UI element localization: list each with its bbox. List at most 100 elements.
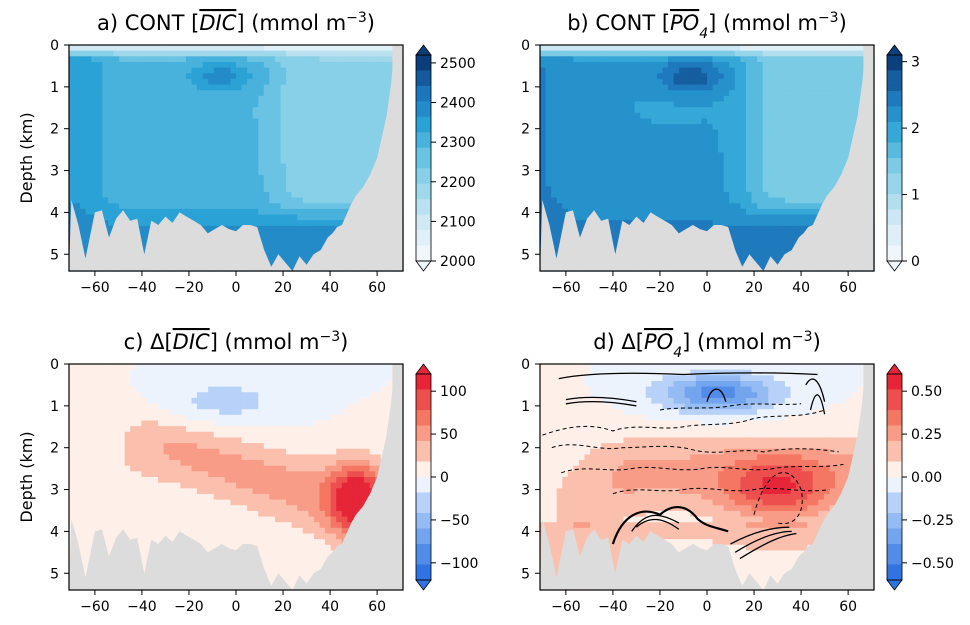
field-cell [152,214,159,221]
field-cell [107,78,115,86]
field-cell [673,208,680,216]
field-cell [606,163,613,170]
field-cell [202,146,209,153]
field-cell [712,180,719,187]
colorbar-frame [415,54,432,262]
field-cell [757,118,764,125]
field-cell [91,163,98,170]
field-cell [773,259,780,266]
field-cell [556,107,563,114]
field-cell [757,124,764,131]
field-cell [768,112,775,120]
field-cell [734,90,741,97]
field-cell [768,169,775,176]
field-cell [102,180,109,187]
field-cell [718,220,725,227]
field-cell [823,61,831,69]
field-cell [113,197,120,204]
field-cell [336,180,343,187]
field-cell [640,129,647,136]
field-cell [612,174,619,182]
field-cell [590,101,597,108]
field-cell [668,152,675,159]
colorbar-segment [416,142,431,149]
field-cell [606,90,613,97]
field-cell [645,135,652,142]
field-cell [545,84,552,91]
field-cell [812,141,819,148]
field-cell [818,67,825,74]
field-cell [358,180,365,187]
colorbar-tick-label: 2300 [440,135,476,151]
field-cell [651,78,658,86]
field-cell [829,152,836,159]
field-cell [191,174,198,182]
field-cell [280,203,287,210]
field-cell [846,112,853,120]
field-cell [330,73,337,80]
field-cell [690,203,697,210]
field-cell [69,197,76,204]
field-cell [629,129,636,136]
field-cell [274,84,282,91]
field-cell [269,84,276,91]
field-cell [241,61,248,69]
field-cell [302,112,309,120]
field-cell [784,220,792,227]
field-cell [640,101,647,108]
field-cell [790,129,797,136]
field-cell [740,101,747,108]
field-cell [358,107,365,114]
field-cell [91,208,98,216]
field-cell [185,203,193,210]
field-cell [336,208,343,216]
field-cell [812,61,819,69]
field-cell [723,191,730,199]
field-cell [690,84,697,91]
field-cell [695,146,703,153]
field-cell [236,197,243,204]
field-cell [91,90,98,97]
field-cell [857,50,864,57]
field-cell [540,186,547,193]
field-cell [102,95,109,103]
field-cell [219,118,226,125]
field-cell [302,237,309,244]
field-cell [252,208,259,216]
field-cell [224,50,232,57]
field-cell [236,50,243,57]
field-cell [612,152,619,159]
field-cell [308,67,315,74]
colorbar-segment [887,111,902,118]
field-cell [612,225,619,233]
field-cell [163,169,170,176]
field-cell [623,158,630,165]
field-cell [347,169,354,176]
field-cell [656,169,664,176]
field-cell [673,45,680,52]
field-cell [712,158,719,165]
field-cell [347,95,354,103]
field-cell [840,78,847,86]
field-cell [796,158,803,165]
field-cell [247,45,254,52]
field-cell [224,169,232,176]
field-cell [258,191,265,199]
field-cell [69,397,76,405]
field-cell [124,203,131,210]
field-cell [590,169,597,176]
field-cell [740,45,747,52]
field-cell [640,191,647,199]
field-cell [807,50,814,57]
field-cell [768,214,775,221]
field-cell [364,73,371,80]
field-cell [818,112,825,120]
field-cell [252,169,259,176]
field-cell [679,50,686,57]
field-cell [623,95,630,103]
field-cell [263,141,270,148]
field-cell [135,220,142,227]
field-cell [258,67,265,74]
